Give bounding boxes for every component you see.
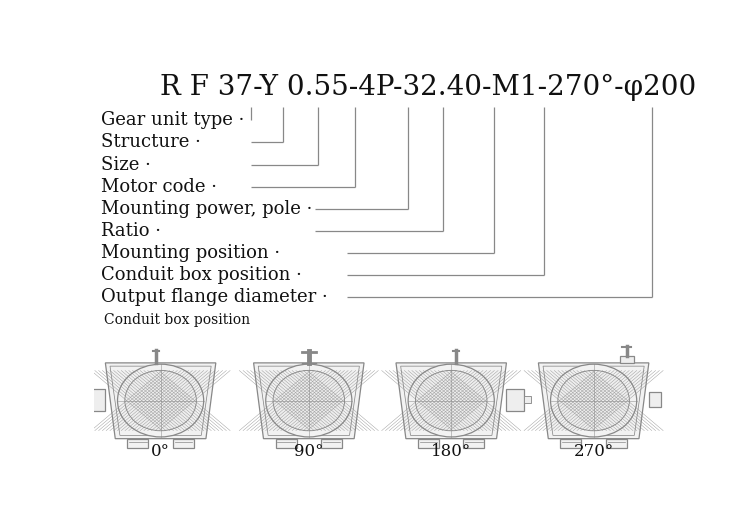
Polygon shape [128,439,148,447]
Ellipse shape [416,370,487,431]
Bar [524,396,531,403]
Ellipse shape [124,370,196,431]
Polygon shape [606,439,627,447]
Polygon shape [560,439,581,447]
Text: Structure ·: Structure · [101,134,201,152]
Bar [81,396,88,403]
Text: Motor code ·: Motor code · [101,178,217,196]
Text: Conduit box position: Conduit box position [104,313,250,327]
Text: Mounting power, pole ·: Mounting power, pole · [101,200,313,218]
Ellipse shape [273,370,344,431]
Polygon shape [276,439,296,447]
Text: 0°: 0° [151,443,170,460]
Polygon shape [321,439,342,447]
Ellipse shape [558,370,629,431]
Ellipse shape [118,364,204,437]
Text: Ratio ·: Ratio · [101,222,161,240]
Polygon shape [254,363,364,439]
Text: Conduit box position ·: Conduit box position · [101,266,302,284]
Ellipse shape [408,364,494,437]
Bar [649,393,661,407]
Text: Size ·: Size · [101,156,152,173]
Text: Mounting position ·: Mounting position · [101,244,280,262]
Polygon shape [172,439,194,447]
Bar [620,355,634,363]
Text: Gear unit type ·: Gear unit type · [101,111,244,129]
Bar [506,389,524,411]
Polygon shape [464,439,484,447]
Ellipse shape [550,364,637,437]
Polygon shape [105,363,216,439]
Text: R F 37-Y 0.55-4P-32.40-M1-270°-φ200: R F 37-Y 0.55-4P-32.40-M1-270°-φ200 [160,74,696,101]
Bar [88,389,105,411]
Polygon shape [396,363,506,439]
Text: 90°: 90° [294,443,323,460]
Text: 180°: 180° [431,443,471,460]
Text: Output flange diameter ·: Output flange diameter · [101,288,328,306]
Text: 270°: 270° [574,443,614,460]
Polygon shape [538,363,649,439]
Ellipse shape [266,364,352,437]
Polygon shape [418,439,439,447]
